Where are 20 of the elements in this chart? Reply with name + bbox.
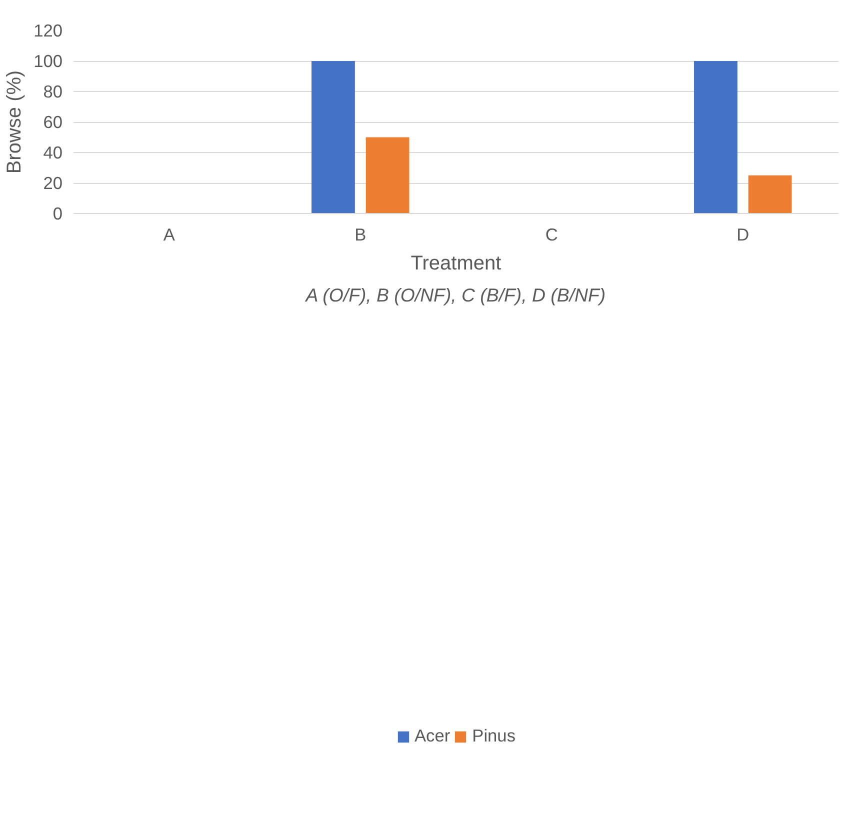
legend-label: Pinus [472,726,516,747]
y-tick-label: 120 [34,20,63,40]
bar [748,175,792,214]
y-axis-title: Browse (%) [4,70,26,174]
y-tick-label: 0 [52,204,63,224]
x-tick-label: C [545,224,558,244]
x-tick-label: B [354,224,366,244]
x-tick-label: A [163,224,176,244]
legend-label: Acer [414,726,450,747]
y-tick-label: 40 [43,142,63,162]
bar [312,61,355,214]
y-tick-label: 60 [43,112,63,132]
x-axis-title: Treatment [410,252,502,274]
y-tick-label: 80 [43,82,63,102]
bar [694,61,738,214]
text: A (O/F), B (O/NF), C (B/F), D (B/NF) [304,284,606,306]
bar [366,137,410,214]
x-tick-label: D [736,224,750,244]
y-tick-label: 100 [34,51,63,71]
y-tick-label: 20 [43,173,63,193]
